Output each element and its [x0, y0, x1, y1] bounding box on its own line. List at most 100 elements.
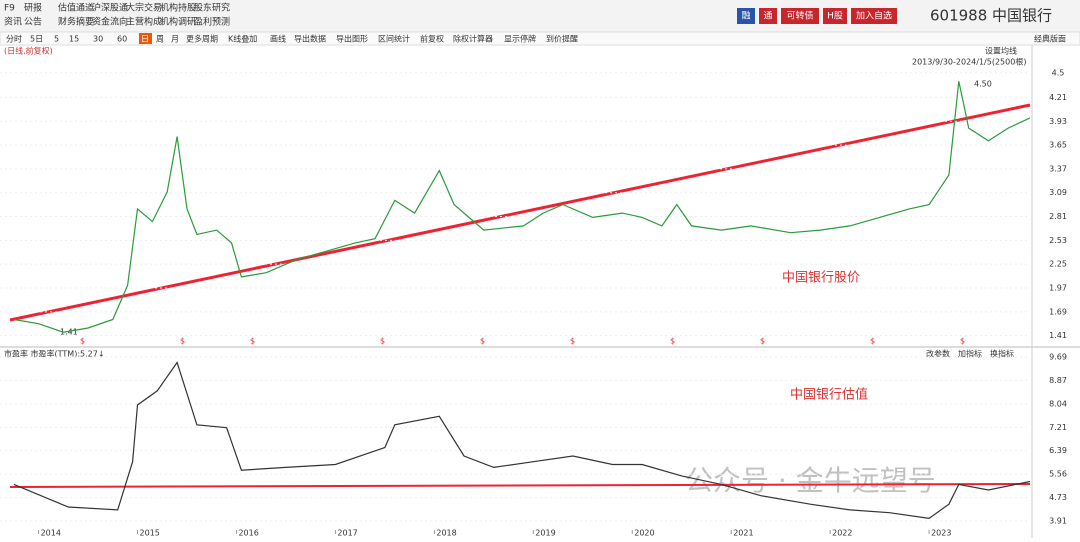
y-tick-label: 2.81: [1049, 212, 1067, 221]
y-tick-label: 9.69: [1049, 353, 1067, 362]
active-tab: [139, 33, 152, 44]
y-tick-label: 8.87: [1049, 376, 1067, 385]
menu-item[interactable]: 资金流向: [92, 16, 128, 28]
menu-item[interactable]: 财务摘要: [58, 16, 94, 28]
button-bg: [851, 8, 897, 24]
y-tick-label: 6.39: [1049, 446, 1067, 455]
pe-button[interactable]: 加指标: [958, 349, 982, 359]
menu-item[interactable]: 机构持股: [160, 2, 196, 14]
y-tick-label: 5.56: [1049, 470, 1067, 479]
pe-title: 市盈率 市盈率(TTM):5.27↓: [4, 349, 105, 359]
menu-item[interactable]: 资讯: [4, 17, 22, 28]
price-line: [13, 361, 1031, 520]
toolbar-item[interactable]: 15: [69, 35, 79, 44]
pe-button[interactable]: 改参数: [926, 349, 950, 359]
menu-item[interactable]: 股东研究: [194, 2, 230, 14]
button-bg: [781, 8, 819, 24]
pe-button[interactable]: 换指标: [990, 349, 1014, 359]
header-button[interactable]: H股: [827, 11, 843, 22]
toolbar-item[interactable]: 月: [171, 35, 179, 44]
annotation: 中国银行估值: [790, 387, 868, 403]
annotation: 中国银行股价: [782, 271, 860, 286]
stock-name: 601988 中国银行: [930, 7, 1052, 25]
ma-settings[interactable]: 设置均线: [985, 46, 1017, 56]
watermark: 公众号 · 金牛远望号: [685, 464, 936, 497]
header-button[interactable]: 加入自选: [856, 10, 892, 22]
price-line: [13, 81, 1031, 333]
y-tick-label: 4.21: [1049, 93, 1067, 102]
y-tick-label: 1.97: [1049, 284, 1067, 293]
menu-item[interactable]: 机构调研: [160, 16, 196, 28]
y-tick-label: 1.41: [1049, 331, 1067, 340]
x-tick-label: 2020: [634, 529, 654, 538]
header-button[interactable]: 融: [741, 11, 750, 22]
range-label: 2013/9/30-2024/1/5(2500根): [912, 57, 1026, 67]
toolbar-item[interactable]: 5日: [30, 35, 43, 44]
toolbar-bg: [0, 31, 1080, 46]
dividend-marker: $: [760, 337, 765, 346]
x-tick-label: 2019: [535, 529, 555, 538]
toolbar-item[interactable]: 除权计算器: [453, 34, 493, 44]
menu-item[interactable]: 主营构成: [126, 16, 162, 28]
toolbar-item[interactable]: 前复权: [420, 34, 444, 44]
menu-item[interactable]: 研报: [24, 2, 42, 14]
button-bg: [823, 8, 847, 24]
dividend-marker: $: [80, 337, 85, 346]
toolbar-item[interactable]: 画线: [270, 34, 286, 44]
menu-item[interactable]: 公告: [24, 16, 42, 28]
toolbar-item[interactable]: 导出数据: [294, 34, 326, 44]
toolbar-item[interactable]: 周: [156, 35, 164, 44]
menu-item[interactable]: 估值通道: [58, 2, 94, 14]
y-tick-label: 7.21: [1049, 423, 1067, 432]
y-tick-label: 4.73: [1049, 493, 1067, 502]
toolbar-item[interactable]: 分时: [6, 34, 22, 44]
menu-item[interactable]: F9: [4, 4, 15, 14]
menu-item[interactable]: 盈利预测: [194, 16, 230, 28]
x-tick-label: 2021: [733, 529, 753, 538]
chart-title: (日线,前复权): [4, 46, 53, 56]
toolbar-item[interactable]: 显示停牌: [504, 34, 536, 44]
toolbar-item[interactable]: 导出图形: [336, 34, 368, 44]
toolbar-item[interactable]: 日: [141, 35, 149, 44]
header-button[interactable]: 可转债: [786, 10, 813, 22]
y-tick-label: 2.25: [1049, 260, 1067, 269]
dividend-marker: $: [180, 337, 185, 346]
menu-item[interactable]: 沪深股通: [92, 2, 128, 14]
x-tick-label: 2014: [41, 529, 61, 538]
x-tick-label: 2017: [337, 529, 357, 538]
end-date: 2024/01/05/五: [968, 528, 1025, 537]
dividend-marker: $: [670, 337, 675, 346]
button-bg: [759, 8, 777, 24]
trend-line: [9, 483, 1031, 488]
header-bg: [0, 0, 1080, 32]
x-tick-label: 2015: [140, 529, 160, 538]
y-tick-label: 2.53: [1049, 236, 1067, 245]
toolbar-item[interactable]: 30: [93, 35, 103, 44]
dividend-marker: $: [480, 337, 485, 346]
toolbar-item[interactable]: 区间统计: [378, 34, 410, 44]
x-tick-label: 2016: [238, 529, 258, 538]
y-tick-label: 3.09: [1049, 188, 1067, 197]
layout-button[interactable]: 经典版面: [1034, 34, 1066, 44]
dividend-marker: $: [250, 337, 255, 346]
toolbar-item[interactable]: 更多周期: [186, 34, 218, 44]
menu-item[interactable]: 大宗交易: [126, 2, 162, 14]
x-tick-label: 2018: [436, 529, 456, 538]
header-button[interactable]: 通: [763, 11, 772, 22]
toolbar-item[interactable]: 60: [117, 35, 127, 44]
x-tick-label: 2023: [931, 529, 951, 538]
y-tick-label: 8.04: [1049, 399, 1067, 408]
dividend-marker: $: [570, 337, 575, 346]
y-tick-label: 1.69: [1049, 307, 1067, 316]
button-bg: [737, 8, 755, 24]
x-tick-label: 2022: [832, 529, 852, 538]
y-tick-label: 3.37: [1049, 164, 1067, 173]
dividend-marker: $: [870, 337, 875, 346]
toolbar-item[interactable]: K线叠加: [228, 34, 257, 44]
annotation: 1.41: [60, 328, 78, 337]
dividend-marker: $: [960, 337, 965, 346]
toolbar-item[interactable]: 到价提醒: [546, 34, 578, 44]
toolbar-item[interactable]: 5: [54, 35, 59, 44]
y-tick-label: 3.93: [1049, 117, 1067, 126]
